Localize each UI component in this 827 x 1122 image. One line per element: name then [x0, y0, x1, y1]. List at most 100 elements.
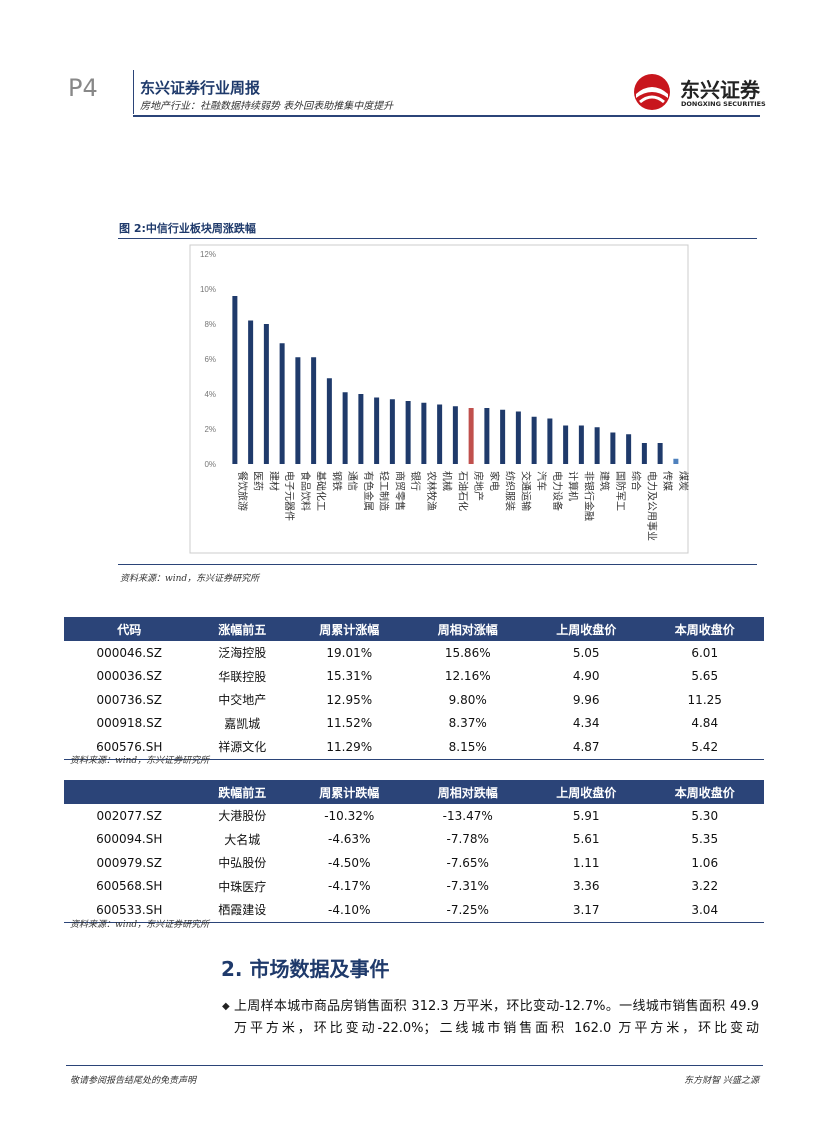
bar	[500, 409, 506, 464]
section-heading: 2. 市场数据及事件	[221, 957, 390, 981]
bar	[452, 406, 458, 464]
x-tick-label: 交通运输	[519, 471, 532, 511]
table-cell: 5.35	[691, 832, 719, 847]
table-cell: 12.16%	[444, 669, 491, 684]
logo-text: 东兴证券	[680, 78, 760, 102]
x-tick-label: 建材	[267, 471, 280, 491]
table-cell: 15.86%	[444, 645, 491, 660]
footer-rule	[66, 1065, 763, 1066]
bar	[563, 425, 569, 464]
bar	[547, 418, 553, 464]
header-cell: 本周收盘价	[645, 780, 764, 804]
table-cell: 中弘股份	[218, 856, 267, 871]
table-cell: 12.95%	[326, 692, 373, 707]
table-cell: 4.34	[572, 716, 600, 731]
table-cell: 600094.SH	[96, 832, 163, 847]
divider	[133, 70, 134, 114]
x-tick-label: 综合	[630, 471, 643, 491]
table-cell: -7.65%	[446, 855, 489, 870]
table-cell: 8.15%	[408, 735, 527, 760]
figure-caption: 图 2:中信行业板块周涨跌幅	[119, 222, 256, 235]
x-tick-label: 电力设备	[551, 471, 564, 511]
figure-rule	[118, 564, 757, 565]
table-cell: 000736.SZ	[96, 692, 162, 707]
table-cell: 11.25	[687, 692, 722, 707]
header-rule	[133, 115, 760, 117]
table-row: 000046.SZ 泛海控股 19.01% 15.86% 5.05 6.01	[64, 641, 764, 665]
bar	[295, 357, 301, 464]
table-cell: -4.17%	[328, 879, 371, 894]
table-row: 600576.SH 祥源文化 11.29% 8.15% 4.87 5.42	[64, 735, 764, 760]
header-cell: 上周收盘价	[526, 780, 646, 804]
x-tick-label: 煤炭	[677, 471, 690, 491]
table-cell: 5.91	[572, 808, 600, 823]
table-cell: 600533.SH	[64, 898, 195, 923]
x-tick-label: 国防军工	[614, 471, 627, 511]
table-cell: -10.32%	[324, 808, 375, 823]
y-tick-label: 2%	[204, 425, 216, 434]
y-tick-label: 10%	[200, 285, 216, 294]
losers-table: 跌幅前五 周累计跌幅 周相对跌幅 上周收盘价 本周收盘价 002077.SZ 大港股份 -10…	[64, 780, 764, 923]
footer-left: 敬请参阅报告结尾处的免责声明	[70, 1076, 197, 1086]
table-cell: 8.37%	[448, 716, 487, 731]
y-tick-label: 4%	[204, 390, 216, 399]
report-title: 东兴证券行业周报	[140, 79, 261, 97]
table-cell: 5.65	[691, 669, 719, 684]
x-tick-label: 非银行金融	[582, 471, 595, 521]
table-cell: 华联控股	[218, 669, 267, 684]
table-cell: 3.22	[691, 879, 719, 894]
figure-source: 资料来源：wind，东兴证券研究所	[120, 574, 260, 584]
x-tick-label: 农林牧渔	[425, 471, 438, 511]
header-cell: 涨幅前五	[194, 617, 290, 641]
header-cell: 跌幅前五	[194, 780, 290, 804]
bar	[374, 397, 380, 464]
table-cell: 栖霞建设	[194, 898, 290, 923]
x-tick-label: 轻工制造	[378, 471, 391, 511]
table-cell: 19.01%	[326, 645, 373, 660]
header-cell	[64, 780, 195, 804]
x-tick-label: 银行	[409, 471, 422, 491]
table-row: 600533.SH 栖霞建设 -4.10% -7.25% 3.17 3.04	[64, 898, 764, 923]
footer-right: 东方财智 兴盛之源	[684, 1076, 759, 1086]
table-cell: 大港股份	[218, 809, 267, 824]
table-cell: 000046.SZ	[96, 645, 162, 660]
x-tick-label: 通信	[346, 471, 358, 491]
logo-text-en: DONGXING SECURITIES	[681, 100, 766, 108]
table-cell: 000979.SZ	[96, 855, 162, 870]
page-number: P4	[68, 74, 98, 102]
bar	[578, 425, 584, 464]
x-tick-label: 基础化工	[315, 471, 328, 511]
x-tick-label: 电子元器件	[283, 471, 296, 521]
logo-icon	[634, 74, 670, 110]
x-tick-label: 食品饮料	[299, 471, 312, 511]
table-cell: 600576.SH	[64, 735, 195, 760]
table-cell: 中珠医疗	[218, 879, 267, 894]
y-tick-label: 6%	[204, 355, 216, 364]
bar	[421, 402, 427, 464]
x-tick-label: 房地产	[472, 471, 485, 501]
table-cell: 6.01	[691, 645, 719, 660]
table-cell: 泛海控股	[218, 646, 267, 661]
x-tick-label: 纺织服装	[504, 471, 517, 511]
table-cell: -13.47%	[442, 808, 493, 823]
table-cell: 5.30	[691, 808, 719, 823]
x-tick-label: 传媒	[661, 471, 673, 491]
x-tick-label: 计算机	[567, 471, 580, 501]
table-cell: -4.63%	[328, 832, 371, 847]
table-cell: 5.05	[572, 645, 600, 660]
table-cell: 000036.SZ	[96, 669, 162, 684]
table-cell: -7.78%	[446, 832, 489, 847]
bar	[641, 443, 647, 464]
gainers-table: 代码 涨幅前五 周累计涨幅 周相对涨幅 上周收盘价 本周收盘价 000046.SZ 泛海控股 1…	[64, 617, 764, 760]
table-cell: 11.52%	[326, 716, 373, 731]
bar	[326, 378, 332, 464]
chart: 0% 2% 4% 6% 8% 10% 12% 餐饮旅游 医药 建材 电子元器件 食品饮料 基础化工 钢铁通…	[189, 244, 690, 554]
bar	[610, 432, 616, 464]
table-cell: 15.31%	[326, 669, 373, 684]
table-cell: -7.25%	[408, 898, 527, 923]
table-cell: 祥源文化	[194, 735, 290, 760]
header-cell: 周相对涨幅	[408, 617, 527, 641]
table-row: 000736.SZ 中交地产 12.95% 9.80% 9.96 11.25	[64, 688, 764, 712]
x-tick-label: 家电	[488, 471, 501, 491]
bar	[673, 458, 679, 464]
